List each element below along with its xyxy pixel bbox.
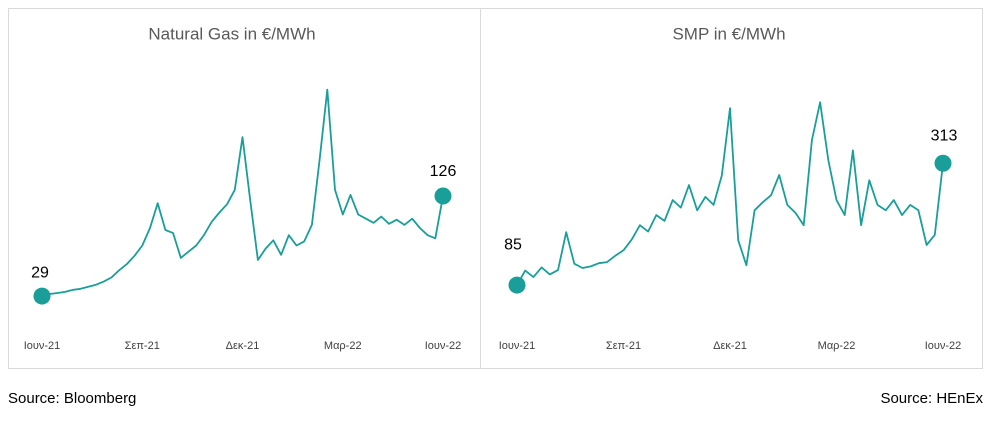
data-label: 126 bbox=[430, 163, 457, 180]
panel-right bbox=[480, 8, 983, 369]
x-tick-label: Μαρ-22 bbox=[324, 340, 362, 352]
x-tick-label: Ιουν-21 bbox=[24, 340, 61, 352]
data-label: 85 bbox=[504, 236, 522, 253]
chart-title: Natural Gas in €/MWh bbox=[148, 24, 315, 43]
data-label: 313 bbox=[931, 127, 958, 144]
x-tick-label: Μαρ-22 bbox=[818, 340, 856, 352]
x-tick-label: Ιουν-22 bbox=[925, 340, 962, 352]
x-tick-label: Σεπ-21 bbox=[125, 340, 160, 352]
end-marker bbox=[508, 276, 526, 294]
x-tick-label: Δεκ-21 bbox=[713, 340, 747, 352]
end-marker bbox=[434, 187, 452, 205]
x-tick-label: Σεπ-21 bbox=[606, 340, 641, 352]
x-tick-label: Ιουν-22 bbox=[425, 340, 462, 352]
end-marker bbox=[934, 154, 952, 172]
line bbox=[516, 101, 944, 286]
panel-left bbox=[8, 8, 481, 369]
x-tick-label: Ιουν-21 bbox=[499, 340, 536, 352]
x-tick-label: Δεκ-21 bbox=[226, 340, 260, 352]
source-note: Source: Bloomberg bbox=[8, 390, 136, 407]
end-marker bbox=[33, 287, 51, 305]
data-label: 29 bbox=[31, 264, 49, 281]
chart-title: SMP in €/MWh bbox=[672, 24, 785, 43]
source-note: Source: HEnEx bbox=[880, 390, 983, 407]
line bbox=[41, 88, 444, 297]
